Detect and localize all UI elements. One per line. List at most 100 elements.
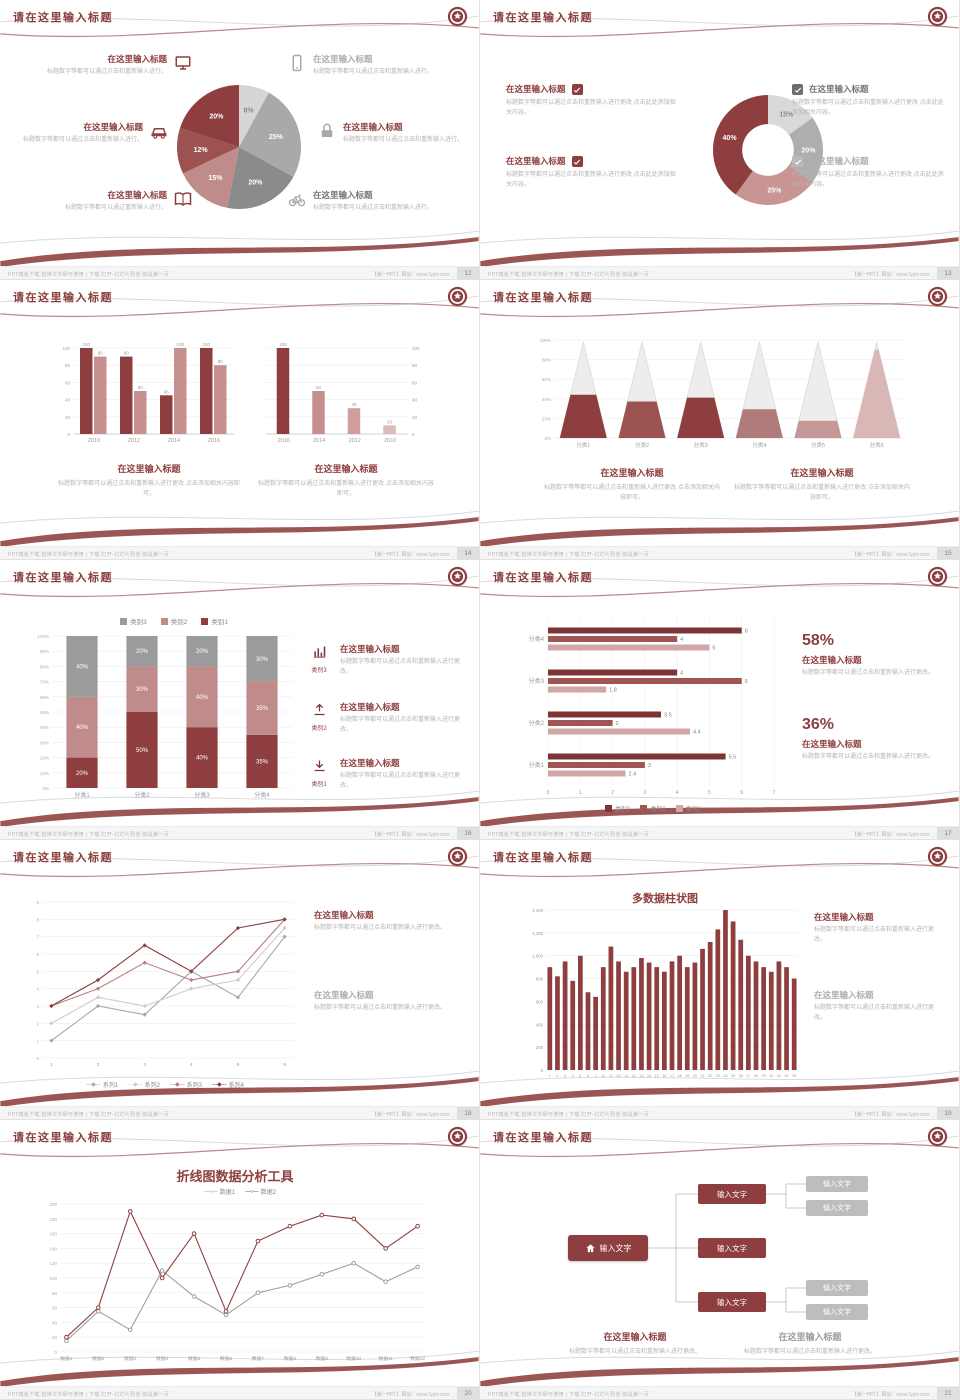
svg-text:40%: 40% [196, 695, 209, 701]
slide-thumbnail-18[interactable]: 请在这里输入标题 0 1 2 3 4 5 6 7 8 9 1 2 3 4 5 6 —◆— 系列1 —◆— 系列2 … [0, 840, 480, 1120]
svg-text:2: 2 [616, 721, 619, 727]
text-block: 在这里输入标题 标题数字等都可以通过点击和重新输入进行更改。 [314, 910, 464, 933]
svg-text:13: 13 [639, 1074, 643, 1078]
svg-text:100%: 100% [539, 338, 551, 343]
svg-text:0: 0 [54, 1350, 57, 1355]
footer-right-text: 【第一PPT】网站：www.1ppt.com [371, 1392, 449, 1398]
side-title: 在这里输入标题 [340, 702, 400, 712]
slide-thumbnail-17[interactable]: 请在这里输入标题 0 1 2 3 4 5 6 7 分类4 6 4 5 分类3 4 6 1.8 分类2 3.5 2 4.… [480, 560, 960, 840]
slide-thumbnail-12[interactable]: 请在这里输入标题 8% 25% 20% 15% 12% 20% 在这里输入标题 标题数字等… [0, 0, 480, 280]
svg-text:25%: 25% [269, 134, 284, 141]
footer-left-text: PPT模板下载:替换文字即可使用 | 下载-打开-幻灯片预览-就是第一页 [488, 1392, 649, 1398]
block-body: 标题数字等等都可以通过点击和重新输入进行更改 点击添加相关内容即可。 [544, 485, 720, 502]
svg-text:21: 21 [700, 1074, 704, 1078]
slide-title: 请在这里输入标题 [13, 1132, 113, 1144]
footer-right-text: 【第一PPT】网站：www.1ppt.com [851, 552, 929, 558]
svg-text:90: 90 [98, 351, 104, 356]
chart-heading: 多数据柱状图 [632, 893, 698, 905]
svg-text:4: 4 [676, 790, 679, 796]
legend-item: —◆— 系列4 [211, 1082, 244, 1089]
slide-thumbnail-14[interactable]: 请在这里输入标题 0 20 40 60 80 100 100 90 2010 90 50 2012 45… [0, 280, 480, 560]
chart-legend: 类别3 类别2 类别1 [54, 616, 294, 626]
svg-text:20%: 20% [542, 416, 551, 421]
svg-text:0: 0 [412, 432, 415, 437]
org-leaf-node: 输入文字 [806, 1200, 868, 1216]
svg-text:16: 16 [662, 1074, 666, 1078]
svg-text:3.5: 3.5 [664, 713, 672, 719]
svg-text:5: 5 [712, 646, 715, 652]
svg-text:分类3: 分类3 [194, 791, 210, 799]
svg-text:分类2: 分类2 [635, 441, 649, 449]
slide-thumbnail-21[interactable]: 请在这里输入标题 输入文字 输入文字 输入文字 输入文字 输入文字 输入文字 输… [480, 1120, 960, 1400]
stat-value: 36% [802, 716, 835, 733]
slide-title: 请在这里输入标题 [13, 852, 113, 864]
svg-text:分类4: 分类4 [752, 441, 766, 449]
side-body: 标题数字等都可以通过点击和重新输入进行更改。 [340, 659, 461, 676]
school-logo-icon [447, 6, 468, 27]
legend-item: —◆— 系列2 [128, 1082, 160, 1089]
svg-text:60: 60 [52, 1306, 58, 1311]
svg-text:4.4: 4.4 [693, 730, 701, 736]
grouped-bar-chart: 0 20 40 60 80 100 100 90 2010 90 50 2012 45 100 2014 10… [52, 336, 242, 448]
svg-text:2014: 2014 [313, 438, 325, 444]
svg-text:9: 9 [36, 900, 39, 905]
svg-text:80: 80 [412, 363, 418, 368]
slide-thumbnail-15[interactable]: 请在这里输入标题 0% 20% 40% 60% 80% 100% 分类1 分类2 分类3 分类4 分… [480, 280, 960, 560]
svg-text:分类1: 分类1 [74, 791, 90, 799]
footer-right-text: 【第一PPT】网站：www.1ppt.com [851, 272, 929, 278]
svg-text:100: 100 [62, 346, 70, 351]
block-body: 标题数字等都可以通过点击和重新输入进行更改 点击添加相关内容即可。 [58, 481, 240, 498]
svg-text:5: 5 [579, 1074, 581, 1078]
block-body: 标题数字等都可以通过点击和重新输入进行更改。 [814, 927, 935, 944]
svg-text:40%: 40% [723, 135, 738, 142]
block-title: 在这里输入标题 [314, 990, 374, 1000]
svg-text:3: 3 [564, 1074, 566, 1078]
text-block: 在这里输入标题 标题数字等都可以通过点击和重新输入进行更改。 [560, 1330, 710, 1357]
svg-text:20%: 20% [209, 113, 224, 120]
chart-heading: 折线图数据分析工具 [176, 1169, 294, 1184]
svg-text:3: 3 [648, 763, 651, 769]
svg-text:4: 4 [572, 1074, 574, 1078]
page-number: 13 [937, 267, 959, 279]
home-icon [585, 1243, 596, 1254]
side-info-row: 类别1 在这里输入标题 标题数字等都可以通过点击和重新输入进行更改。 [306, 758, 470, 791]
footer-right-text: 【第一PPT】网站：www.1ppt.com [851, 1392, 929, 1398]
svg-text:3: 3 [36, 1004, 39, 1009]
stat-block: 58% 在这里输入标题 标题数字等都可以通过点击和重新输入进行更改。 [802, 632, 944, 678]
footer-right-text: 【第一PPT】网站：www.1ppt.com [371, 1112, 449, 1118]
svg-text:100%: 100% [37, 634, 49, 639]
slide-thumbnail-13[interactable]: 请在这里输入标题 15% 20% 25% 40% 在这里输入标题 标题数字等都可以通过… [480, 0, 960, 280]
checklist-body: 标题数字等都可以通过点击和重新输入进行更改 点击此处添加相关内容。 [506, 100, 676, 117]
lock-icon [318, 122, 336, 140]
svg-text:40%: 40% [196, 756, 209, 762]
svg-text:45: 45 [164, 389, 170, 394]
svg-text:5: 5 [36, 969, 39, 974]
stat-block: 36% 在这里输入标题 标题数字等都可以通过点击和重新输入进行更改。 [802, 716, 944, 762]
svg-text:分类1: 分类1 [576, 441, 590, 449]
monitor-icon [174, 54, 192, 72]
svg-text:40%: 40% [76, 664, 89, 670]
callout-body: 标题数字等都可以通过点击和重新输入进行。 [46, 69, 167, 76]
svg-text:50%: 50% [40, 710, 49, 715]
svg-text:90%: 90% [40, 649, 49, 654]
chart-legend: —○— 数据1 —○— 数据2 [140, 1187, 340, 1197]
slide-thumbnail-19[interactable]: 请在这里输入标题 多数据柱状图 0 200 400 600 800 1,000 1,200 1… [480, 840, 960, 1120]
slide-thumbnail-16[interactable]: 请在这里输入标题 类别3 类别2 类别1 0% 10% 20% 30% 40% 50% 60… [0, 560, 480, 840]
callout-item: 在这里输入标题 标题数字等都可以通过点击和重新输入进行。 [6, 122, 168, 145]
svg-text:8%: 8% [243, 107, 254, 114]
page-number: 19 [937, 1107, 959, 1119]
slide-footer: PPT模板下载:替换文字即可使用 | 下载-打开-幻灯片预览-就是第一页 【第一… [480, 1386, 959, 1399]
page-number: 12 [457, 267, 479, 279]
block-body: 标题数字等都可以通过点击和重新输入进行更改。 [743, 1349, 876, 1355]
svg-text:27: 27 [746, 1074, 750, 1078]
svg-text:数据5: 数据5 [188, 1355, 201, 1362]
slide-thumbnail-20[interactable]: 请在这里输入标题 折线图数据分析工具 —○— 数据1 —○— 数据2 0 20 40 60… [0, 1120, 480, 1400]
svg-text:18: 18 [678, 1074, 682, 1078]
car-icon [150, 122, 168, 140]
svg-text:分类2: 分类2 [134, 791, 150, 799]
footer-left-text: PPT模板下载:替换文字即可使用 | 下载-打开-幻灯片预览-就是第一页 [8, 1392, 169, 1398]
stacked-bar-chart: 0% 10% 20% 30% 40% 50% 60% 70% 80% 90% 100% 20% 40% 4… [28, 630, 296, 802]
svg-text:7: 7 [36, 935, 39, 940]
svg-text:1.8: 1.8 [609, 688, 617, 694]
svg-text:分类4: 分类4 [254, 791, 270, 799]
